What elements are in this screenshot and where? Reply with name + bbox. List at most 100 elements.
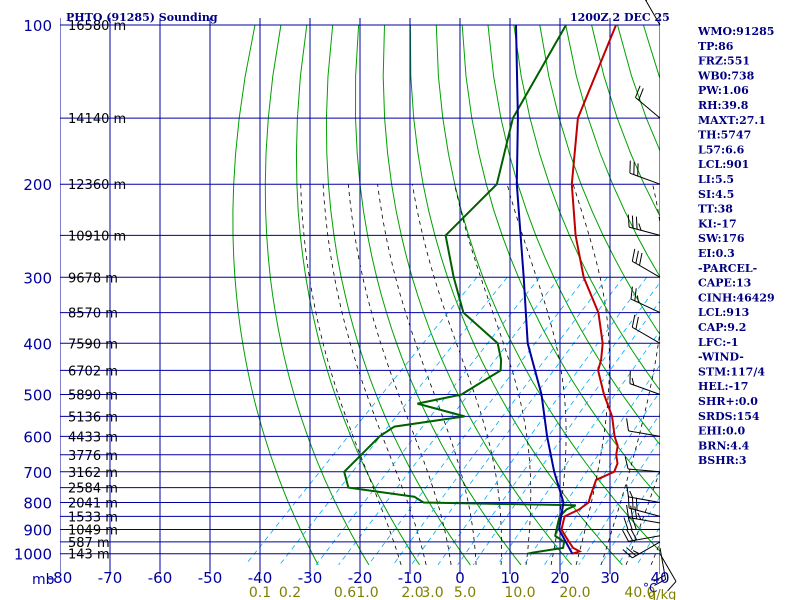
dry-adiabat	[513, 24, 660, 392]
wind-barb	[626, 418, 661, 437]
mixing-ratio-label: 0.2	[279, 585, 301, 600]
wind-barb	[630, 286, 661, 314]
sounding-index: RH:39.8	[698, 99, 749, 112]
mixing-ratio-line	[457, 281, 660, 566]
wind-barb	[622, 528, 661, 542]
temperature-tick-label: -10	[398, 569, 423, 587]
dry-adiabat	[461, 24, 660, 500]
height-label: 14140 m	[68, 112, 126, 127]
wind-barb-feather	[654, 578, 666, 586]
sounding-index: BRN:4.4	[698, 439, 750, 452]
wind-barb-feather	[635, 250, 639, 264]
temperature-tick-label: 0	[455, 569, 465, 587]
sounding-index: PW:1.06	[698, 84, 749, 97]
sounding-index: -WIND-	[698, 351, 744, 364]
wind-barb-feather	[630, 528, 638, 541]
sounding-index: CINH:46429	[698, 291, 775, 304]
moist-adiabat	[377, 184, 477, 565]
height-label: 6702 m	[68, 364, 118, 379]
sounding-index: WMO:91285	[697, 25, 774, 38]
mixing-ratio-line	[279, 277, 508, 566]
chart-time: 1200Z 2 DEC 25	[570, 11, 670, 24]
wind-barb	[629, 160, 661, 185]
sounding-index: LI:5.5	[698, 173, 734, 186]
mixing-ratio-label: 40.0	[624, 585, 655, 600]
wind-barb-staff	[628, 496, 661, 503]
moist-adiabat	[300, 184, 402, 566]
wind-barb	[635, 85, 661, 119]
mixing-ratio-label: 3.0	[421, 585, 443, 600]
height-label: 2041 m	[68, 497, 118, 512]
height-label: 1049 m	[68, 524, 118, 539]
sounding-index: KI:-17	[698, 217, 737, 230]
series-parcel	[515, 24, 574, 555]
sounding-index: SI:4.5	[698, 188, 734, 201]
dry-adiabat	[325, 24, 471, 566]
dry-adiabat	[565, 24, 660, 278]
wind-barb-feather	[631, 496, 634, 510]
wind-barb-staff	[628, 507, 661, 517]
wind-barb-feather	[631, 517, 637, 530]
temperature-tick-label: -70	[98, 569, 123, 587]
temperature-tick-label: 10	[500, 569, 519, 587]
series-layer	[343, 24, 619, 555]
mixing-ratio-label: 20.0	[559, 585, 590, 600]
wind-barb-feather	[631, 248, 636, 262]
wind-barb-staff	[632, 260, 661, 278]
wind-barb-feather	[624, 456, 629, 470]
temperature-tick-label: -50	[198, 569, 223, 587]
wind-barb-feather	[622, 549, 633, 559]
wind-barb	[626, 504, 661, 524]
wind-barb-staff	[628, 517, 661, 524]
mixing-ratio-label: 1.0	[356, 585, 378, 600]
wind-barb-feather	[623, 517, 629, 530]
pressure-tick-label: 100	[23, 17, 52, 35]
wind-barb-feather	[626, 418, 629, 431]
temperature-tick-label: -30	[298, 569, 323, 587]
grid-layer	[60, 18, 660, 574]
height-label: 5136 m	[68, 410, 118, 425]
moist-adiabat	[411, 184, 502, 565]
wind-barb	[644, 0, 661, 26]
wind-barb-staff	[644, 0, 661, 26]
wind-barb	[631, 248, 661, 278]
mixing-ratio-line	[617, 496, 660, 566]
wind-barb-staff	[628, 535, 661, 542]
mixing-ratio-line	[437, 277, 648, 566]
height-label: 5890 m	[68, 389, 118, 404]
pressure-unit-label: mb	[32, 572, 55, 588]
wind-barb-staff	[659, 547, 667, 580]
wind-barb-feather	[626, 484, 629, 497]
pressure-tick-label: 200	[23, 176, 52, 194]
mixing-ratio-label: 10.0	[504, 585, 535, 600]
height-label: 587 m	[68, 536, 110, 551]
wind-barb-feather	[631, 314, 636, 328]
wind-barb	[659, 553, 677, 592]
wind-barb	[624, 456, 661, 473]
wind-barb-staff	[628, 226, 661, 236]
sounding-index: CAPE:13	[698, 277, 751, 290]
moist-adiabat	[572, 184, 610, 566]
sounding-index: FRZ:551	[698, 55, 750, 68]
temperature-tick-label: -20	[348, 569, 373, 587]
dry-adiabat	[295, 24, 421, 566]
wind-barb-feather	[653, 574, 666, 582]
temperature-tick-label: 40	[650, 569, 669, 587]
wind-barb-staff	[628, 430, 661, 437]
wind-barb-feather	[667, 581, 677, 592]
sounding-index: TT:38	[698, 203, 733, 216]
temperature-tick-label: 20	[550, 569, 569, 587]
pressure-tick-label: 300	[23, 269, 52, 287]
moist-adiabat	[454, 184, 532, 565]
mixing-ratio-line	[497, 330, 660, 566]
series-dewpoint	[343, 24, 577, 555]
height-label: 2584 m	[68, 482, 118, 497]
pressure-tick-label: 600	[23, 428, 52, 446]
wind-barb-feather	[632, 550, 640, 555]
wind-barbs	[622, 0, 677, 592]
sounding-index: -PARCEL-	[698, 262, 757, 275]
temperature-unit-label: °C	[643, 581, 657, 595]
wind-barb-feather	[638, 88, 644, 101]
